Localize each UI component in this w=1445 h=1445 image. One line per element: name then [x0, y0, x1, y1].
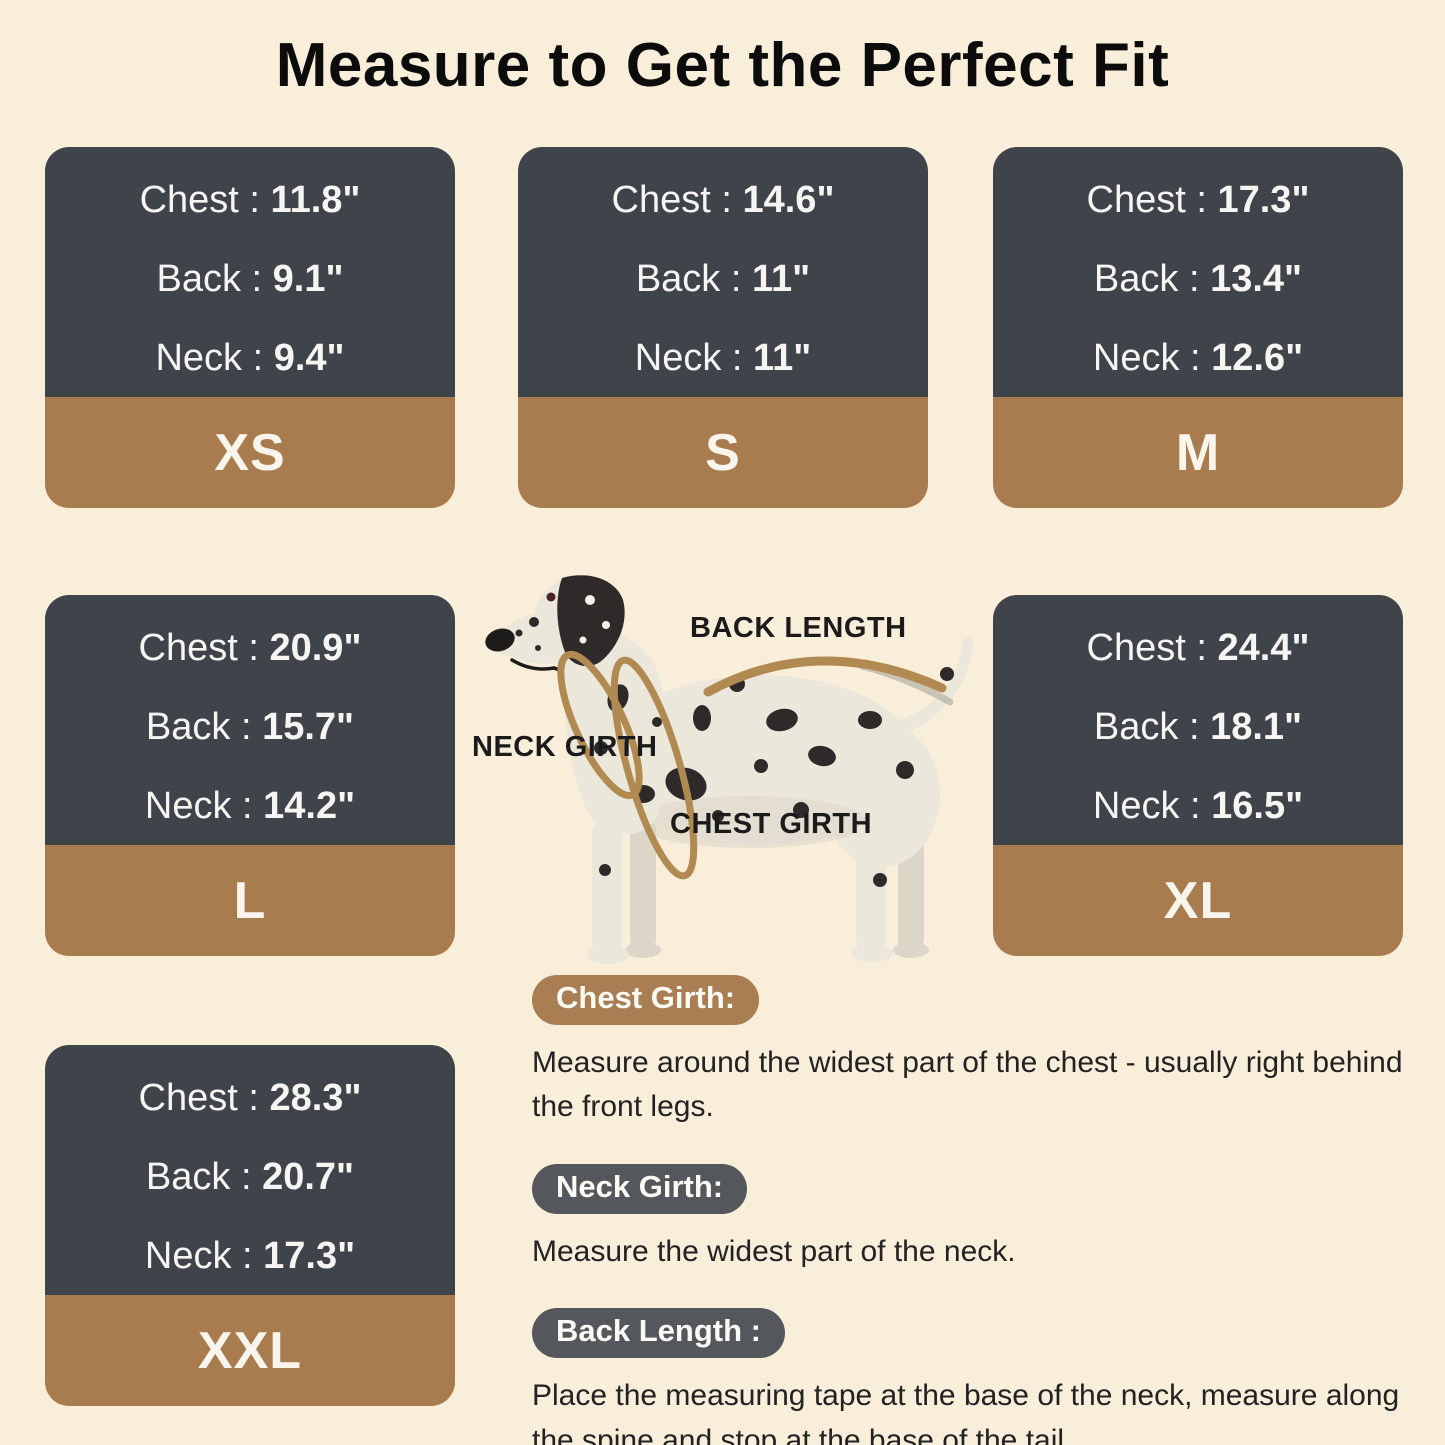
chest-girth-label: CHEST GIRTH — [670, 808, 873, 840]
dog-diagram — [450, 570, 990, 970]
measurement-label: Neck : — [634, 336, 754, 379]
measurement-row: Chest : 24.4" — [1087, 627, 1310, 670]
size-card-xxl: Chest : 28.3" Back : 20.7" Neck : 17.3" … — [45, 1045, 455, 1406]
measurement-label: Neck : — [155, 336, 274, 379]
size-card-size-label: XS — [45, 397, 455, 508]
size-card-l: Chest : 20.9" Back : 15.7" Neck : 14.2" … — [45, 595, 455, 956]
measurement-row: Back : 15.7" — [146, 706, 354, 749]
measurement-label: Chest : — [1086, 626, 1218, 669]
measurement-label: Neck : — [144, 1234, 264, 1277]
measurement-row: Chest : 28.3" — [139, 1077, 362, 1120]
measurement-value: 12.6" — [1211, 336, 1304, 379]
measurement-value: 13.4" — [1210, 257, 1303, 300]
measurement-value: 9.1" — [272, 257, 344, 300]
size-card-m: Chest : 17.3" Back : 13.4" Neck : 12.6" … — [993, 147, 1403, 508]
measurement-row: Back : 13.4" — [1094, 258, 1302, 301]
dog-ear — [557, 575, 625, 667]
size-card-size-label: L — [45, 845, 455, 956]
size-card-xl: Chest : 24.4" Back : 18.1" Neck : 16.5" … — [993, 595, 1403, 956]
measurement-label: Back : — [156, 257, 273, 300]
measurement-label: Back : — [1093, 257, 1211, 300]
measurement-row: Back : 9.1" — [157, 258, 344, 301]
measurement-row: Chest : 20.9" — [139, 627, 362, 670]
measuring-instructions: Chest Girth: Measure around the widest p… — [532, 975, 1444, 1445]
measurement-row: Neck : 12.6" — [1093, 337, 1303, 380]
back-length-badge: Back Length : — [532, 1308, 785, 1359]
neck-girth-badge: Neck Girth: — [532, 1163, 748, 1214]
measurement-row: Back : 18.1" — [1094, 706, 1302, 749]
size-card-measurements: Chest : 14.6" Back : 11" Neck : 11" — [518, 147, 928, 397]
size-card-size-label: S — [518, 397, 928, 508]
measurement-row: Neck : 16.5" — [1093, 785, 1303, 828]
back-length-description: Place the measuring tape at the base of … — [532, 1379, 1400, 1445]
chest-girth-loop — [610, 656, 698, 880]
neck-girth-description: Measure the widest part of the neck. — [532, 1234, 1016, 1268]
measurement-label: Back : — [145, 705, 263, 748]
measurement-row: Neck : 9.4" — [155, 337, 344, 380]
measurement-value: 28.3" — [269, 1076, 362, 1119]
measurement-value: 14.2" — [263, 784, 356, 827]
measurement-value: 11" — [753, 336, 812, 379]
size-card-xs: Chest : 11.8" Back : 9.1" Neck : 9.4" XS — [45, 147, 455, 508]
measurement-label: Chest : — [1086, 178, 1218, 221]
size-card-size-label: XL — [993, 845, 1403, 956]
instruction-back-length: Back Length : Place the measuring tape a… — [532, 1308, 1444, 1445]
measurement-row: Back : 20.7" — [146, 1156, 354, 1199]
measurement-label: Chest : — [139, 178, 271, 221]
measurement-value: 14.6" — [742, 178, 835, 221]
measurement-value: 17.3" — [263, 1234, 356, 1277]
measurement-value: 9.4" — [273, 336, 345, 379]
dog-mouth — [510, 658, 556, 671]
dog-nose — [485, 628, 515, 652]
back-length-label: BACK LENGTH — [690, 612, 907, 644]
measurement-label: Chest : — [611, 178, 743, 221]
chest-girth-description: Measure around the widest part of the ch… — [532, 1046, 1403, 1124]
measurement-row: Neck : 11" — [635, 337, 811, 380]
measurement-value: 11" — [751, 257, 811, 300]
measurement-row: Chest : 11.8" — [140, 179, 361, 222]
size-card-measurements: Chest : 11.8" Back : 9.1" Neck : 9.4" — [45, 147, 455, 397]
size-card-measurements: Chest : 17.3" Back : 13.4" Neck : 12.6" — [993, 147, 1403, 397]
measurement-value: 11.8" — [270, 178, 361, 221]
size-card-measurements: Chest : 28.3" Back : 20.7" Neck : 17.3" — [45, 1045, 455, 1295]
measurement-value: 20.7" — [262, 1155, 355, 1198]
dog-illustration — [485, 575, 973, 964]
instruction-neck-girth: Neck Girth: Measure the widest part of t… — [532, 1163, 1444, 1274]
size-card-measurements: Chest : 20.9" Back : 15.7" Neck : 14.2" — [45, 595, 455, 845]
measurement-row: Neck : 14.2" — [145, 785, 355, 828]
measurement-row: Chest : 17.3" — [1087, 179, 1310, 222]
measurement-row: Chest : 14.6" — [612, 179, 835, 222]
back-length-arc — [703, 656, 947, 697]
size-card-size-label: XXL — [45, 1295, 455, 1406]
chest-girth-badge: Chest Girth: — [532, 975, 760, 1025]
measurement-value: 24.4" — [1217, 626, 1310, 669]
page-title: Measure to Get the Perfect Fit — [275, 31, 1170, 100]
neck-girth-label: NECK GIRTH — [472, 731, 658, 763]
measurement-label: Chest : — [138, 1076, 270, 1119]
measurement-row: Back : 11" — [636, 258, 810, 301]
measurement-label: Back : — [145, 1155, 263, 1198]
measurement-label: Back : — [1093, 705, 1211, 748]
measurement-label: Neck : — [144, 784, 264, 827]
measurement-row: Neck : 17.3" — [145, 1235, 355, 1278]
dog-eye — [546, 592, 556, 602]
measurement-label: Neck : — [1092, 336, 1212, 379]
measurement-label: Neck : — [1092, 784, 1212, 827]
measurement-label: Chest : — [138, 626, 270, 669]
measurement-value: 16.5" — [1211, 784, 1304, 827]
measurement-value: 15.7" — [262, 705, 355, 748]
measurement-value: 17.3" — [1217, 178, 1310, 221]
size-card-s: Chest : 14.6" Back : 11" Neck : 11" S — [518, 147, 928, 508]
size-card-measurements: Chest : 24.4" Back : 18.1" Neck : 16.5" — [993, 595, 1403, 845]
measurement-label: Back : — [635, 257, 752, 300]
instruction-chest-girth: Chest Girth: Measure around the widest p… — [532, 975, 1444, 1130]
size-card-size-label: M — [993, 397, 1403, 508]
measurement-value: 20.9" — [269, 626, 362, 669]
measurement-lines — [557, 650, 954, 880]
measurement-value: 18.1" — [1210, 705, 1303, 748]
